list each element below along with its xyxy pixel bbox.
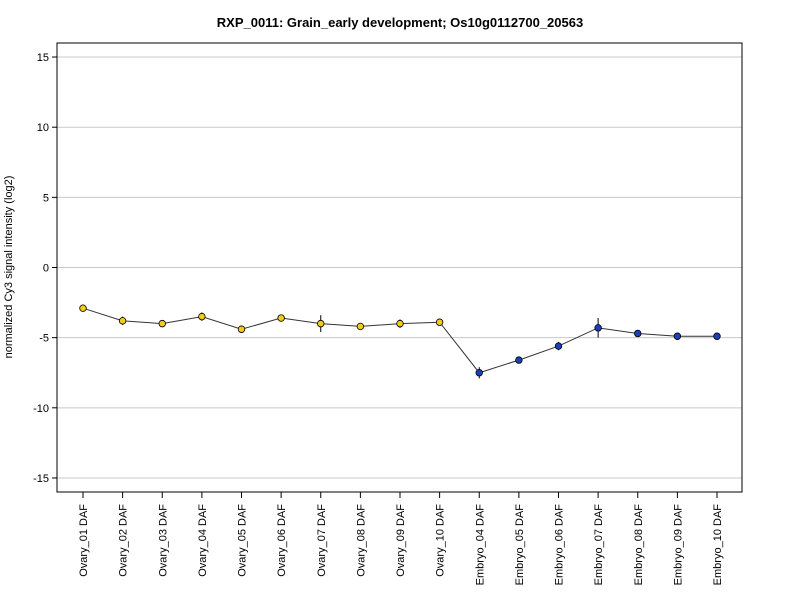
x-tick-label: Embryo_09 DAF	[672, 504, 684, 586]
data-point	[396, 319, 404, 328]
x-tick-label: Ovary_06 DAF	[276, 504, 288, 577]
x-tick-label: Embryo_04 DAF	[474, 504, 486, 586]
y-tick-label: 0	[43, 263, 49, 275]
data-point	[554, 342, 563, 350]
series-polyline	[82, 307, 717, 374]
data-point	[634, 329, 642, 338]
y-axis: 15 10 5 0 -5 -10 -15	[33, 52, 57, 485]
data-point	[237, 325, 246, 333]
x-tick-label: Embryo_07 DAF	[593, 504, 605, 586]
data-point	[317, 319, 325, 328]
x-tick-label: Ovary_01 DAF	[78, 504, 90, 577]
y-tick-label: 15	[37, 52, 49, 64]
data-point	[118, 317, 127, 325]
data-points	[79, 304, 721, 379]
data-point	[277, 314, 285, 322]
x-tick-label: Embryo_08 DAF	[633, 504, 645, 586]
x-tick-label: Embryo_06 DAF	[554, 504, 566, 586]
data-point	[515, 356, 523, 364]
x-tick-label: Ovary_10 DAF	[435, 504, 447, 577]
y-tick-label: -5	[39, 333, 49, 345]
x-tick-label: Ovary_08 DAF	[355, 504, 367, 577]
x-tick-label: Embryo_05 DAF	[514, 504, 526, 586]
x-tick-label: Ovary_09 DAF	[395, 504, 407, 577]
data-point	[79, 304, 87, 312]
y-tick-label: -15	[33, 473, 49, 485]
y-tick-label: 5	[43, 192, 49, 204]
data-point	[198, 312, 206, 321]
series-line	[82, 307, 717, 374]
x-tick-label: Ovary_05 DAF	[237, 504, 249, 577]
grid-lines	[57, 56, 742, 479]
data-point	[356, 322, 365, 331]
data-point	[713, 332, 721, 340]
chart-title: RXP_0011: Grain_early development; Os10g…	[217, 15, 583, 30]
data-point	[435, 318, 444, 326]
y-tick-label: 10	[37, 122, 49, 134]
y-tick-label: -10	[33, 403, 49, 415]
x-tick-label: Ovary_04 DAF	[197, 504, 209, 577]
data-point	[158, 319, 166, 328]
data-point	[475, 369, 483, 377]
y-axis-label: normalized Cy3 signal intensity (log2)	[3, 176, 15, 359]
data-point	[673, 332, 682, 340]
data-point	[594, 324, 602, 332]
x-tick-label: Ovary_02 DAF	[118, 504, 130, 577]
x-tick-label: Ovary_03 DAF	[157, 504, 169, 577]
x-axis: Ovary_01 DAF Ovary_02 DAF Ovary_03 DAF Ovar…	[78, 492, 724, 585]
x-tick-label: Embryo_10 DAF	[712, 504, 724, 586]
x-tick-label: Ovary_07 DAF	[316, 504, 328, 577]
